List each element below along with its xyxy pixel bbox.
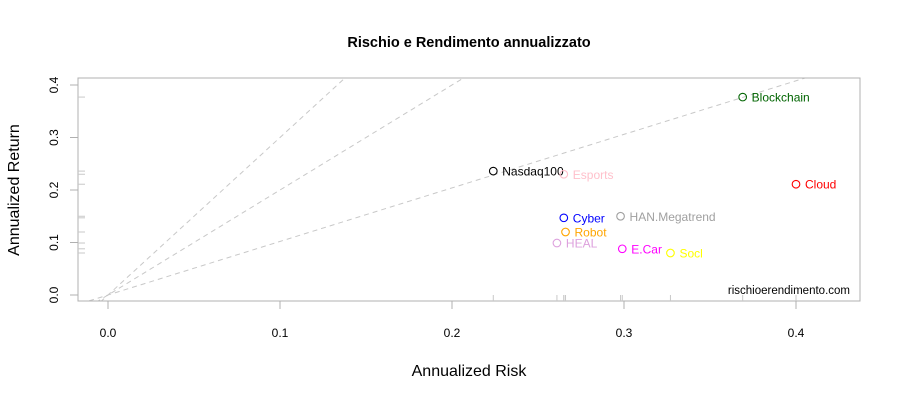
point-marker-icon: [559, 169, 569, 179]
reference-lines: [87, 78, 807, 301]
point-marker-icon: [552, 238, 562, 248]
point-label: Cyber: [573, 211, 605, 225]
point-marker-icon: [488, 166, 498, 176]
point-label: Robot: [575, 226, 608, 240]
y-tick-label: 0.3: [47, 129, 61, 146]
point-label: HAN.Megatrend: [630, 210, 716, 224]
x-tick-label: 0.0: [100, 326, 117, 340]
x-tick-label: 0.3: [616, 326, 633, 340]
data-point-heal: HEAL: [552, 237, 598, 251]
x-tick-label: 0.1: [272, 326, 289, 340]
data-point-nasdaq100: Nasdaq100: [488, 165, 564, 179]
data-point-robot: Robot: [561, 226, 608, 240]
credit-annotation: rischioerendimento.com: [728, 285, 850, 297]
rug-ticks: [78, 96, 797, 301]
x-tick-label: 0.4: [788, 326, 805, 340]
data-point-han-megatrend: HAN.Megatrend: [616, 210, 716, 224]
point-marker-icon: [791, 179, 801, 189]
point-marker-icon: [616, 211, 625, 221]
point-marker-icon: [617, 244, 627, 254]
point-marker-icon: [738, 92, 748, 102]
y-tick-label: 0.1: [47, 234, 61, 251]
data-point-socl: Socl: [666, 247, 703, 261]
data-point-e-car: E.Car: [617, 242, 662, 256]
x-tick-label: 0.2: [444, 326, 461, 340]
y-axis-label: Annualized Return: [6, 124, 23, 256]
data-point-blockchain: Blockchain: [738, 91, 810, 105]
point-label: Cloud: [805, 178, 836, 192]
point-label: Nasdaq100: [502, 165, 564, 179]
point-marker-icon: [559, 213, 569, 223]
data-points: Nasdaq100 Esports Blockchain Cloud Cyber HAN.…: [488, 91, 836, 261]
reference-line-3: [87, 78, 807, 301]
y-tick-label: 0.0: [47, 286, 61, 303]
y-axis: 0.0 0.1 0.2 0.3 0.4: [47, 76, 78, 303]
data-point-cyber: Cyber: [559, 211, 605, 225]
y-tick-label: 0.4: [47, 76, 61, 93]
point-label: Blockchain: [752, 91, 810, 105]
x-axis: 0.0 0.1 0.2 0.3 0.4: [100, 301, 805, 340]
data-point-esports: Esports: [559, 168, 614, 182]
data-point-cloud: Cloud: [791, 178, 836, 192]
y-tick-label: 0.2: [47, 181, 61, 198]
point-label: E.Car: [631, 242, 662, 256]
point-marker-icon: [561, 227, 570, 237]
point-marker-icon: [666, 248, 675, 258]
point-label: Esports: [573, 168, 614, 182]
point-label: HEAL: [566, 237, 598, 251]
chart-title: Rischio e Rendimento annualizzato: [347, 35, 590, 51]
point-label: Socl: [679, 247, 702, 261]
x-axis-label: Annualized Risk: [412, 363, 528, 380]
